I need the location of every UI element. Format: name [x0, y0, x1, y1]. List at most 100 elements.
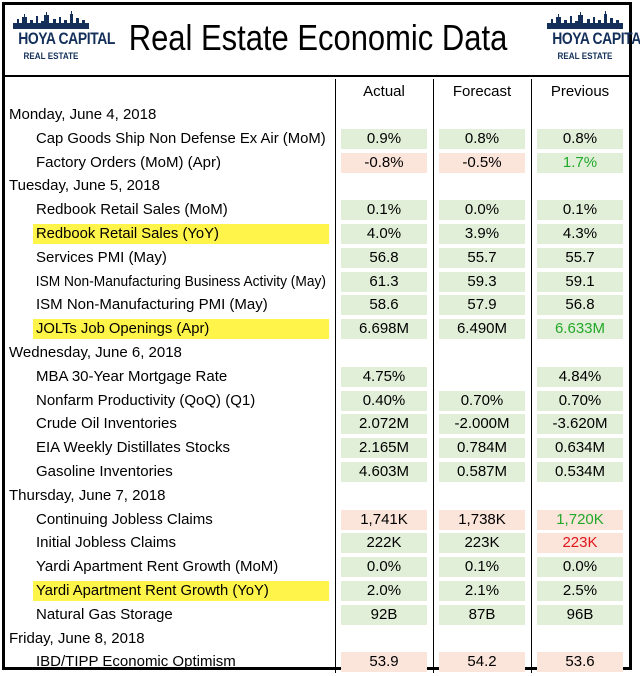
value-previous: 4.3%	[537, 224, 623, 244]
value-previous: 0.0%	[537, 557, 623, 578]
column-divider	[335, 79, 336, 673]
day-label: Thursday, June 7, 2018	[9, 486, 166, 504]
value-previous: 6.633M	[537, 319, 623, 340]
day-row: Thursday, June 7, 2018	[5, 484, 629, 508]
indicator-label: MBA 30-Year Mortgage Rate	[36, 367, 228, 385]
value-forecast: 3.9%	[439, 224, 525, 244]
table-row: JOLTs Job Openings (Apr) 6.698M 6.490M 6.63…	[5, 317, 629, 341]
value-previous: 4.84%	[537, 366, 623, 387]
value-actual: -0.8%	[341, 152, 427, 173]
value-forecast: 0.587M	[439, 462, 525, 482]
value-actual: 4.75%	[341, 366, 427, 387]
value-forecast: 59.3	[439, 271, 525, 292]
table-row: Cap Goods Ship Non Defense Ex Air (MoM) 0…	[5, 127, 629, 151]
value-previous: 0.70%	[537, 390, 623, 411]
value-actual: 4.603M	[341, 462, 427, 482]
value-previous: 2.5%	[537, 581, 623, 601]
value-forecast: 54.2	[439, 652, 525, 673]
hoya-capital-logo: HOYA CAPITAL REAL ESTATE	[11, 11, 115, 69]
column-header-actual: Actual	[363, 83, 405, 100]
value-forecast: 2.1%	[439, 581, 525, 601]
value-previous: 96B	[537, 604, 623, 625]
indicator-label: EIA Weekly Distillates Stocks	[36, 439, 230, 457]
value-actual: 2.072M	[341, 414, 427, 435]
skyline-icon	[13, 11, 89, 29]
table-row: Redbook Retail Sales (MoM) 0.1% 0.0% 0.1%	[5, 198, 629, 222]
table-row: ISM Non-Manufacturing Business Activity …	[5, 270, 629, 294]
table-row: Natural Gas Storage 92B 87B 96B	[5, 603, 629, 627]
indicator-label: ISM Non-Manufacturing PMI (May)	[36, 296, 268, 314]
indicator-label: Gasoline Inventories	[36, 463, 173, 480]
logo-subtext: REAL ESTATE	[23, 51, 79, 61]
column-divider	[433, 79, 434, 673]
value-actual: 4.0%	[341, 224, 427, 244]
table-row: Crude Oil Inventories 2.072M -2.000M -3.620…	[5, 412, 629, 436]
day-label: Monday, June 4, 2018	[9, 106, 157, 123]
indicator-label: Redbook Retail Sales (MoM)	[36, 201, 228, 219]
value-previous: 53.6	[537, 652, 623, 673]
value-actual: 53.9	[341, 652, 427, 673]
value-actual: 92B	[341, 604, 427, 625]
day-label: Friday, June 8, 2018	[9, 629, 145, 647]
indicator-label: IBD/TIPP Economic Optimism	[36, 653, 236, 671]
indicator-label: Services PMI (May)	[36, 248, 167, 266]
column-header-previous: Previous	[550, 83, 610, 100]
indicator-label: Continuing Jobless Claims	[36, 510, 213, 528]
table-row: Nonfarm Productivity (QoQ) (Q1) 0.40% 0.70…	[5, 389, 629, 413]
value-previous: -3.620M	[537, 414, 623, 435]
value-actual: 58.6	[341, 295, 427, 316]
table-row: Gasoline Inventories 4.603M 0.587M 0.534M	[5, 460, 629, 484]
indicator-label: Yardi Apartment Rent Growth (YoY)	[33, 581, 330, 601]
indicator-label: Crude Oil Inventories	[36, 415, 177, 433]
hoya-capital-logo: HOYA CAPITAL REAL ESTATE	[545, 11, 640, 69]
value-forecast: 0.70%	[439, 390, 525, 411]
table-row: EIA Weekly Distillates Stocks 2.165M 0.784…	[5, 436, 629, 460]
day-label: Tuesday, June 5, 2018	[9, 177, 160, 195]
indicator-label: Yardi Apartment Rent Growth (MoM)	[36, 558, 279, 576]
value-previous: 0.1%	[537, 200, 623, 221]
value-forecast: -0.5%	[439, 152, 525, 173]
value-actual: 0.9%	[341, 128, 427, 149]
table-row: Continuing Jobless Claims 1,741K 1,738K 1,7…	[5, 508, 629, 532]
value-previous: 0.634M	[537, 438, 623, 459]
value-actual: 222K	[341, 533, 427, 554]
day-row: Friday, June 8, 2018	[5, 627, 629, 651]
table-row: IBD/TIPP Economic Optimism 53.9 54.2 53.6	[5, 650, 629, 674]
indicator-label: Natural Gas Storage	[36, 605, 173, 623]
value-forecast: 0.784M	[439, 438, 525, 459]
column-divider	[531, 79, 532, 673]
indicator-label: Initial Jobless Claims	[36, 534, 177, 552]
value-actual: 1,741K	[341, 509, 427, 530]
table-row: Yardi Apartment Rent Growth (MoM) 0.0% 0.1…	[5, 555, 629, 579]
value-previous: 1,720K	[537, 509, 623, 530]
table-row: ISM Non-Manufacturing PMI (May) 58.6 57.9 5…	[5, 293, 629, 317]
value-actual: 61.3	[341, 271, 427, 292]
table-row: Redbook Retail Sales (YoY) 4.0% 3.9% 4.3%	[5, 222, 629, 246]
logo-subtext: REAL ESTATE	[557, 51, 613, 61]
column-header-forecast: Forecast	[452, 83, 512, 100]
indicator-label: Cap Goods Ship Non Defense Ex Air (MoM)	[35, 129, 326, 147]
value-actual: 0.1%	[341, 200, 427, 221]
value-previous: 0.8%	[537, 128, 623, 149]
value-previous: 55.7	[537, 247, 623, 268]
table-row: Yardi Apartment Rent Growth (YoY) 2.0% 2.1…	[5, 579, 629, 603]
day-row: Monday, June 4, 2018	[5, 103, 629, 127]
value-previous: 1.7%	[537, 152, 623, 173]
value-forecast: -2.000M	[439, 414, 525, 435]
header: HOYA CAPITAL REAL ESTATE Real Estate Eco…	[5, 5, 640, 77]
indicator-label: Factory Orders (MoM) (Apr)	[36, 153, 222, 171]
value-previous: 56.8	[537, 295, 623, 316]
indicator-label: Redbook Retail Sales (YoY)	[33, 224, 330, 244]
indicator-label: ISM Non-Manufacturing Business Activity …	[35, 272, 326, 290]
table-row: MBA 30-Year Mortgage Rate 4.75% 4.84%	[5, 365, 629, 389]
value-actual: 0.40%	[341, 390, 427, 411]
day-label: Wednesday, June 6, 2018	[9, 344, 182, 361]
value-previous: 0.534M	[537, 462, 623, 482]
value-forecast: 0.1%	[439, 557, 525, 578]
column-headers: Actual Forecast Previous	[5, 79, 629, 103]
value-forecast: 223K	[439, 533, 525, 554]
value-actual: 6.698M	[341, 319, 427, 340]
value-actual: 2.0%	[341, 581, 427, 601]
indicator-label: JOLTs Job Openings (Apr)	[33, 319, 330, 340]
